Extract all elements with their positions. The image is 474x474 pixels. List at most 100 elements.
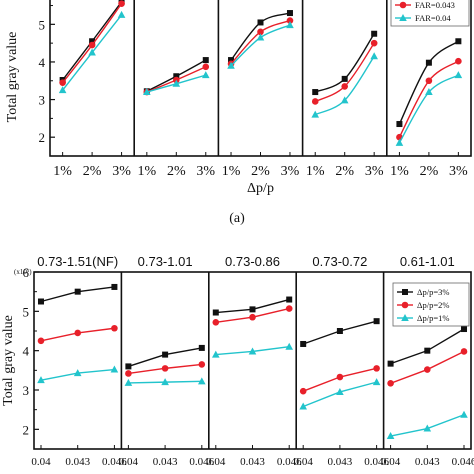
- data-point: [228, 57, 235, 64]
- panel-2: 0.73-1.01 0.04 0.043 0.046: [119, 254, 215, 468]
- x-tick-label: 0.043: [328, 456, 353, 468]
- x-tick-label: 3%: [196, 164, 215, 179]
- x-tick-label: 1%: [137, 164, 156, 179]
- data-point: [286, 10, 293, 17]
- data-point: [161, 378, 169, 386]
- data-point: [396, 121, 403, 128]
- x-tick-label: 0.046: [364, 456, 389, 468]
- data-point: [125, 363, 132, 370]
- panel-4: 1% 2% 3%: [306, 30, 384, 179]
- legend-label: Δp/p=3%: [417, 287, 449, 297]
- caption-a: (a): [229, 211, 245, 226]
- data-point: [58, 86, 67, 94]
- legend-marker: [402, 289, 408, 295]
- panel-1: 0.73-1.51(NF) 0.04 0.043 0.046: [31, 254, 127, 468]
- x-tick-label: 1%: [306, 164, 325, 179]
- data-point: [172, 79, 181, 87]
- legend: Δp/p=3% Δp/p=2% Δp/p=1%: [392, 282, 470, 327]
- data-point: [311, 98, 319, 105]
- x-tick-label: 2%: [335, 164, 354, 179]
- y-tick-label: 3: [39, 93, 46, 108]
- y-tick-label: 4: [39, 55, 46, 70]
- data-point: [37, 376, 45, 384]
- data-point: [88, 48, 96, 56]
- x-tick-label: 0.04: [31, 456, 51, 468]
- data-point: [395, 138, 404, 146]
- data-point: [424, 366, 431, 373]
- y-tick-label: 5: [23, 304, 30, 319]
- data-point: [340, 96, 349, 104]
- panel-title: 0.73-1.51(NF): [37, 254, 118, 269]
- data-point: [89, 38, 96, 45]
- x-tick-label: 0.043: [65, 456, 90, 468]
- legend-label: Δp/p=1%: [417, 313, 449, 323]
- data-point: [143, 88, 151, 96]
- panel-1: 1% 2% 3%: [53, 0, 131, 179]
- x-tick-label: 0.043: [240, 456, 265, 468]
- x-tick-label: 1%: [222, 164, 241, 179]
- data-point: [173, 73, 180, 80]
- x-tick-label: 0.046: [102, 456, 127, 468]
- data-point: [423, 424, 432, 432]
- data-point: [299, 387, 307, 395]
- x-tick-label: 2%: [251, 164, 270, 179]
- data-point: [256, 33, 265, 41]
- data-point: [286, 296, 293, 303]
- data-point: [387, 380, 394, 387]
- data-point: [341, 83, 349, 90]
- y-tick-label: 6: [23, 265, 30, 280]
- y-tick-label: 4: [23, 344, 30, 359]
- data-point: [249, 306, 256, 313]
- data-point: [454, 71, 463, 79]
- data-point: [117, 10, 126, 18]
- x-tick-label: 0.046: [189, 456, 214, 468]
- data-point: [370, 39, 378, 47]
- data-point: [73, 369, 82, 377]
- data-point: [455, 57, 462, 65]
- data-point: [387, 360, 394, 367]
- legend-label: FAR=0.04: [415, 13, 451, 23]
- data-point: [373, 318, 380, 325]
- data-point: [37, 298, 44, 305]
- data-point: [74, 329, 81, 337]
- x-tick-label: 0.043: [153, 456, 178, 468]
- data-point: [201, 71, 210, 79]
- data-point: [248, 347, 257, 355]
- data-point: [211, 350, 220, 358]
- data-point: [336, 328, 343, 334]
- x-tick-label: 3%: [281, 164, 300, 179]
- panel-title: 0.61-1.01: [400, 254, 455, 269]
- x-tick-label: 0.046: [277, 456, 302, 468]
- y-axis-label: Total gray value: [1, 315, 16, 406]
- x-tick-label: 2%: [420, 164, 439, 179]
- data-point: [311, 110, 320, 118]
- x-tick-label: 3%: [112, 164, 131, 179]
- data-point: [300, 340, 307, 347]
- data-point: [111, 283, 118, 290]
- data-point: [286, 17, 294, 24]
- data-point: [461, 326, 468, 333]
- data-point: [124, 378, 133, 386]
- data-point: [227, 61, 235, 69]
- panel-4: 0.73-0.72 0.04 0.043 0.046: [294, 254, 390, 468]
- x-tick-label: 1%: [390, 164, 409, 179]
- data-point: [59, 79, 66, 86]
- data-point: [110, 365, 119, 373]
- panel-2: 1% 2% 3%: [137, 57, 215, 179]
- legend-marker: [401, 314, 409, 321]
- data-point: [312, 89, 319, 96]
- data-point: [373, 365, 380, 372]
- panel-title: 0.73-0.86: [225, 254, 280, 269]
- data-point: [460, 348, 468, 355]
- data-point: [299, 402, 307, 410]
- data-point: [425, 59, 432, 66]
- y-tick-label: 3: [23, 383, 30, 398]
- x-tick-label: 0.04: [206, 456, 226, 468]
- data-point: [460, 410, 468, 418]
- data-point: [370, 52, 378, 60]
- data-point: [74, 288, 81, 295]
- data-point: [212, 319, 220, 326]
- x-tick-label: 0.04: [119, 456, 139, 468]
- data-point: [285, 305, 293, 312]
